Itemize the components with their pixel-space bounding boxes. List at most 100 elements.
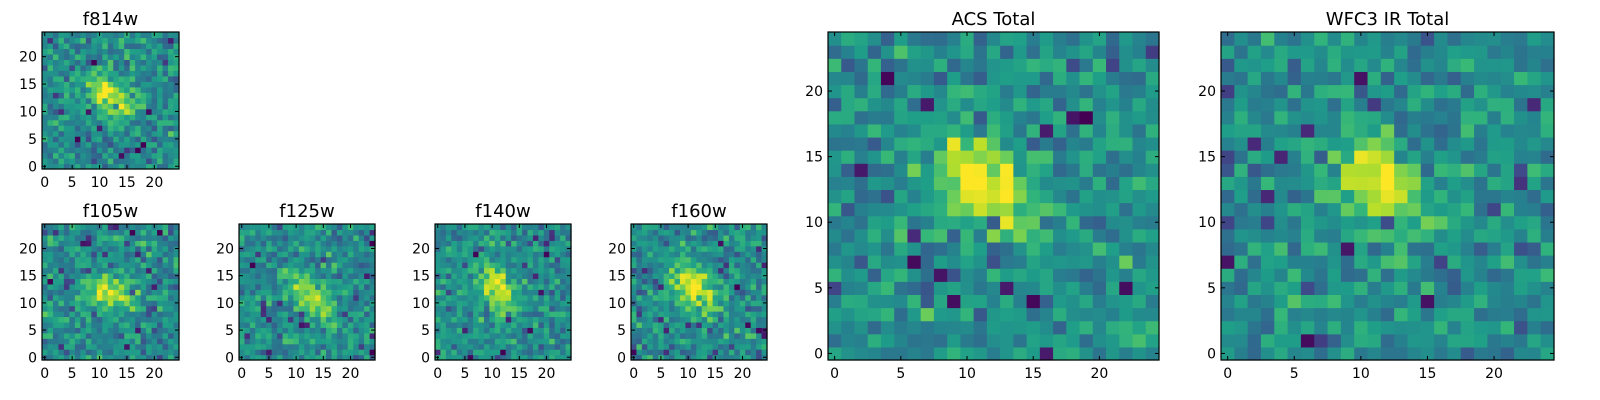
pixel-cell [353, 311, 360, 318]
pixel-cell [500, 272, 507, 279]
pixel-cell [326, 272, 333, 279]
pixel-cell [69, 278, 76, 285]
pixel-cell [47, 158, 54, 165]
pixel-cell [669, 224, 676, 231]
pixel-cell [636, 229, 643, 236]
pixel-cell [1132, 215, 1147, 230]
pixel-cell [1053, 110, 1067, 125]
pixel-cell [756, 305, 763, 312]
pixel-cell [907, 58, 922, 72]
y-tick-label: 5 [814, 281, 823, 297]
pixel-cell [679, 338, 686, 345]
pixel-cell [960, 333, 975, 348]
pixel-cell [260, 300, 267, 307]
pixel-cell [973, 255, 988, 269]
pixel-cell [761, 262, 768, 269]
pixel-cell [522, 256, 529, 263]
pixel-cell [505, 305, 512, 312]
pixel-cell [854, 268, 869, 282]
pixel-cell [309, 300, 316, 307]
pixel-cell [146, 136, 153, 143]
pixel-cell [140, 278, 147, 285]
pixel-cell [369, 278, 376, 285]
pixel-cell [907, 320, 922, 335]
pixel-cell [652, 321, 659, 328]
pixel-cell [1540, 136, 1555, 151]
pixel-cell [1460, 136, 1475, 151]
pixel-cell [107, 147, 114, 154]
pixel-cell [173, 158, 180, 165]
pixel-cell [1234, 294, 1249, 309]
pixel-cell [1013, 281, 1028, 295]
x-tick-label: 5 [1290, 366, 1299, 382]
pixel-cell [151, 272, 158, 279]
pixel-cell [854, 255, 869, 269]
pixel-cell [1514, 202, 1528, 217]
pixel-cell [467, 229, 474, 236]
pixel-cell [91, 289, 98, 296]
pixel-cell [473, 240, 480, 247]
pixel-cell [1434, 45, 1449, 59]
pixel-cell [1132, 136, 1147, 151]
pixel-cell [854, 163, 869, 177]
pixel-cell [151, 278, 158, 285]
pixel-cell [168, 229, 175, 236]
pixel-cell [527, 224, 534, 231]
pixel-cell [63, 64, 70, 71]
pixel-cell [1527, 176, 1542, 191]
pixel-cell [761, 289, 768, 296]
pixel-cell [1447, 58, 1462, 72]
pixel-cell [173, 147, 180, 154]
pixel-cell [756, 343, 763, 350]
pixel-cell [880, 71, 895, 86]
pixel-cell [336, 229, 343, 236]
pixel-cell [636, 224, 643, 231]
pixel-cell [342, 311, 349, 318]
pixel-cell [1380, 163, 1395, 177]
pixel-cell [151, 147, 158, 154]
pixel-cell [42, 229, 49, 236]
pixel-cell [734, 278, 741, 285]
pixel-cell [287, 294, 294, 301]
pixel-cell [69, 294, 76, 301]
pixel-cell [1514, 333, 1528, 348]
pixel-cell [353, 343, 360, 350]
pixel-cell [707, 267, 714, 274]
pixel-cell [107, 349, 114, 356]
pixel-cell [140, 53, 147, 60]
pixel-cell [1420, 84, 1435, 99]
pixel-cell [135, 81, 142, 88]
pixel-cell [1527, 150, 1542, 164]
pixel-cell [1340, 294, 1355, 309]
pixel-cell [173, 224, 180, 231]
pixel-cell [549, 267, 556, 274]
pixel-cell [907, 346, 922, 361]
pixel-cell [756, 234, 763, 241]
pixel-cell [162, 81, 169, 88]
pixel-cell [511, 349, 518, 356]
pixel-cell [511, 234, 518, 241]
pixel-cell [907, 268, 922, 282]
pixel-cell [636, 321, 643, 328]
pixel-cell [1487, 136, 1502, 151]
axes-frame [41, 223, 180, 361]
pixel-cell [532, 251, 539, 258]
pixel-cell [960, 176, 975, 191]
pixel-cell [1420, 136, 1435, 151]
pixel-cell [647, 327, 654, 334]
pixel-cell [91, 262, 98, 269]
pixel-cell [96, 256, 103, 263]
pixel-cell [315, 311, 322, 318]
pixel-cell [1260, 32, 1275, 46]
pixel-cell [1500, 163, 1515, 177]
pixel-cell [1119, 123, 1134, 138]
pixel-cell [364, 262, 371, 269]
pixel-cell [1092, 294, 1107, 309]
pixel-cell [1327, 268, 1342, 282]
pixel-cell [669, 311, 676, 318]
pixel-cell [494, 283, 501, 290]
pixel-cell [80, 70, 87, 77]
pixel-cell [293, 349, 300, 356]
pixel-cell [1000, 123, 1014, 138]
pixel-cell [1420, 215, 1435, 230]
